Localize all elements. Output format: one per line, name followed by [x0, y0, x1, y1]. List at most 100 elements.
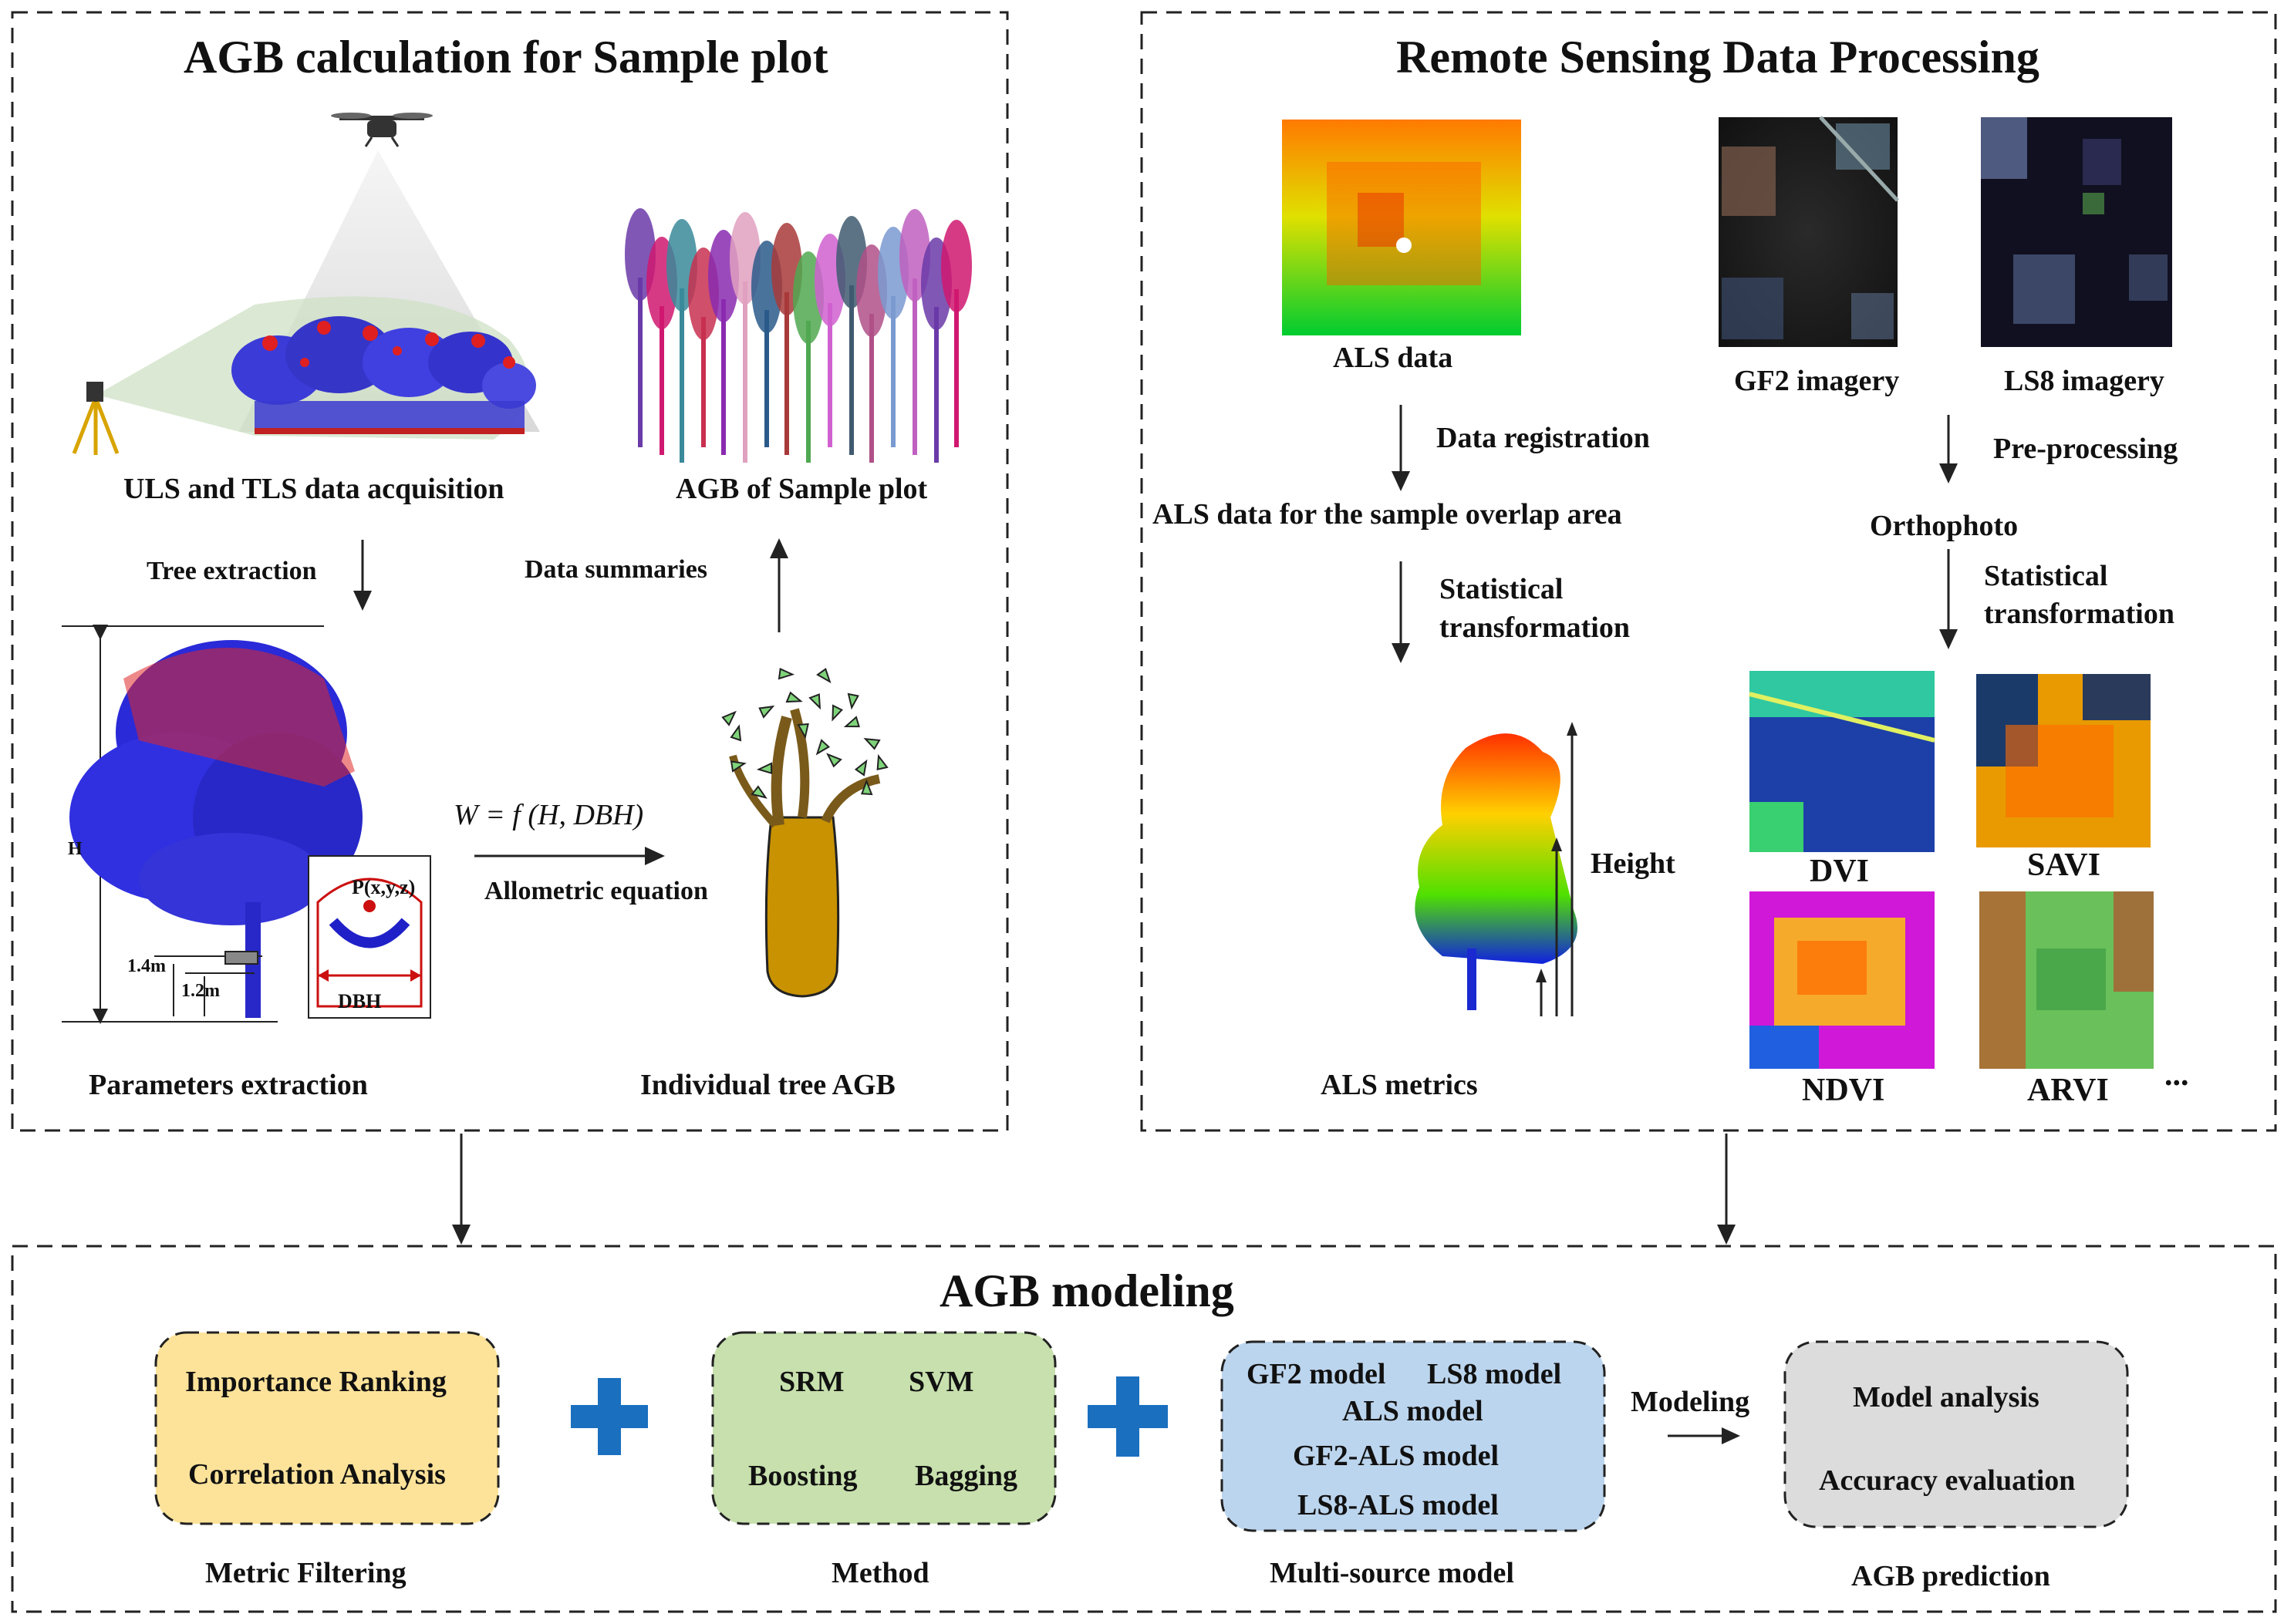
agb-prediction-caption: AGB prediction — [1851, 1560, 2050, 1592]
tree-extraction-label: Tree extraction — [147, 557, 317, 585]
leaf-shape — [826, 753, 842, 768]
boosting-label: Boosting — [748, 1460, 858, 1492]
drone-icon — [331, 113, 433, 147]
leaf-shape — [778, 667, 795, 680]
agb-prediction-box — [1783, 1340, 2129, 1528]
leaf-shape — [721, 710, 737, 726]
leaf-shape — [847, 692, 859, 710]
ndvi-image — [1749, 891, 1935, 1069]
segmented-tree-trunk — [869, 314, 874, 463]
height-h-label: H — [68, 839, 83, 859]
arrow-stat-left — [1392, 561, 1410, 663]
segmented-tree-trunk — [913, 278, 917, 455]
als-data-label: ALS data — [1333, 342, 1453, 374]
srm-label: SRM — [779, 1366, 845, 1398]
dbh-inset — [308, 855, 431, 1019]
arrow-sample-to-modeling — [452, 1134, 471, 1245]
point-coordinates-label: P(x,y,z) — [352, 876, 416, 898]
model-analysis-label: Model analysis — [1853, 1381, 2039, 1413]
arrow-tree-extraction — [353, 540, 372, 611]
allometric-label: Allometric equation — [484, 877, 708, 905]
leaf-shape — [854, 759, 868, 777]
parameter-tree-point-cloud — [62, 625, 363, 1024]
leaf-shape — [730, 760, 747, 773]
leaf-shape — [758, 705, 775, 719]
segmented-tree-trunk — [743, 281, 747, 463]
segmented-tree-trunk — [721, 299, 726, 455]
height-label: Height — [1591, 847, 1675, 880]
parameters-label: Parameters extraction — [89, 1069, 368, 1101]
als-metrics-label: ALS metrics — [1321, 1069, 1478, 1101]
height-1-2m-label: 1.2m — [181, 981, 220, 1001]
method-caption: Method — [832, 1557, 929, 1589]
uls-tls-label: ULS and TLS data acquisition — [123, 473, 504, 505]
leaf-shape — [832, 704, 843, 722]
leaf-shape — [785, 691, 803, 703]
multi-source-box — [1220, 1340, 1606, 1532]
method-box — [711, 1331, 1057, 1525]
data-summaries-label: Data summaries — [525, 555, 708, 584]
arrow-allometric — [474, 847, 665, 865]
segmented-tree-trunk — [764, 310, 769, 447]
segmented-trees — [625, 208, 972, 463]
agb-modeling-panel — [11, 1245, 2277, 1613]
arrow-stat-right — [1939, 549, 1958, 649]
leaf-shape — [860, 779, 873, 796]
stat-left-line1: Statistical — [1439, 573, 1564, 605]
stat-right-line2: transformation — [1984, 598, 2174, 630]
arvi-image — [1979, 891, 2154, 1069]
gf2-image — [1719, 116, 1899, 347]
segmented-tree-trunk — [849, 285, 854, 455]
leaf-shape — [808, 693, 821, 710]
als-data-image — [1282, 120, 1521, 335]
rs-panel-title: Remote Sensing Data Processing — [1396, 32, 2039, 83]
accuracy-evaluation-label: Accuracy evaluation — [1819, 1464, 2076, 1497]
dbh-label: DBH — [338, 990, 382, 1012]
segmented-tree-trunk — [680, 288, 684, 463]
height-arrows — [1536, 722, 1577, 1016]
als-overlap-label: ALS data for the sample overlap area — [1152, 498, 1622, 531]
arrow-preprocessing — [1939, 415, 1958, 483]
arvi-label: ARVI — [2027, 1073, 2109, 1108]
leaf-shape — [730, 724, 742, 742]
plus-icon — [571, 1378, 648, 1455]
als-metric-tree — [1415, 733, 1577, 1010]
arrow-modeling — [1668, 1427, 1740, 1444]
segmented-tree-trunk — [806, 321, 811, 463]
segmented-tree-trunk — [934, 307, 939, 463]
arrow-rs-to-modeling — [1717, 1134, 1736, 1245]
sample-panel-title: AGB calculation for Sample plot — [184, 32, 828, 83]
leaf-shape — [751, 785, 768, 799]
segmented-tree-trunk — [638, 278, 643, 447]
metric-filtering-box — [154, 1331, 500, 1525]
modeling-arrow-label: Modeling — [1631, 1386, 1750, 1418]
allometric-formula: W = f (H, DBH) — [454, 799, 644, 831]
dvi-image — [1749, 671, 1935, 852]
savi-label: SAVI — [2027, 847, 2100, 883]
ls8-als-model-label: LS8-ALS model — [1297, 1489, 1499, 1521]
ls8-image — [1981, 117, 2172, 347]
segmented-tree-trunk — [828, 303, 832, 447]
preprocessing-label: Pre-processing — [1993, 433, 2178, 465]
remote-sensing-panel — [1140, 11, 2277, 1132]
segmented-tree-trunk — [784, 292, 789, 455]
segmented-tree-crown — [941, 220, 972, 312]
gf2-als-model-label: GF2-ALS model — [1293, 1440, 1500, 1472]
orthophoto-label: Orthophoto — [1870, 510, 2019, 542]
leaf-shape — [816, 668, 832, 684]
leaf-shape — [863, 737, 881, 750]
ls8-label: LS8 imagery — [2004, 365, 2164, 397]
leaf-shape — [815, 739, 831, 756]
data-registration-label: Data registration — [1436, 422, 1650, 454]
savi-image — [1976, 674, 2151, 847]
ndvi-label: NDVI — [1802, 1073, 1885, 1108]
stat-left-line2: transformation — [1439, 612, 1630, 644]
segmented-tree-trunk — [954, 289, 959, 447]
stat-right-line1: Statistical — [1984, 560, 2108, 592]
segmented-tree-trunk — [660, 306, 664, 455]
leaf-shape — [756, 762, 773, 774]
individual-tree-cartoon — [721, 667, 889, 998]
canopy-point-cloud — [231, 316, 536, 434]
metric-filtering-caption: Metric Filtering — [205, 1557, 407, 1589]
segmented-tree-trunk — [701, 317, 706, 447]
